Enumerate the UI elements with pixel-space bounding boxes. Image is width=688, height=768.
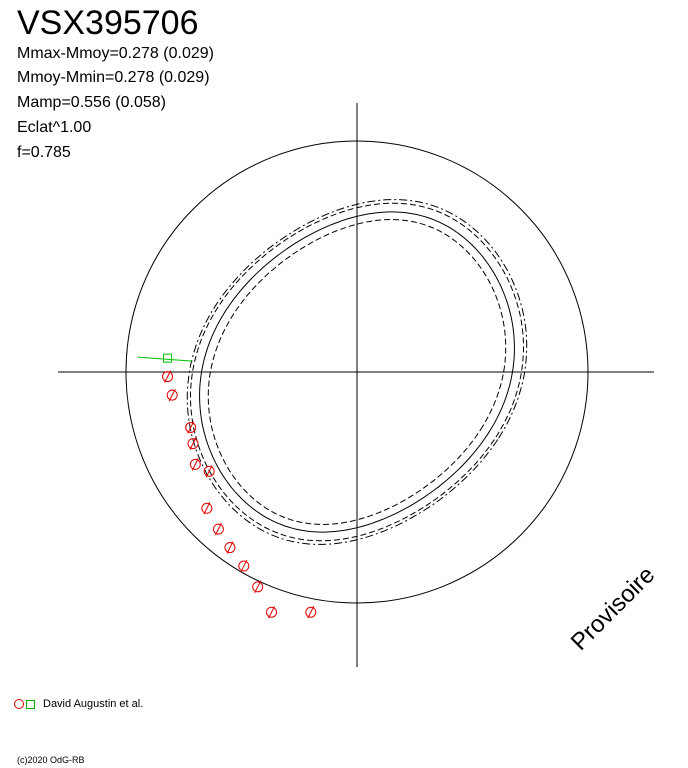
data-point (224, 541, 236, 554)
data-point (203, 465, 215, 478)
stat-frequency: f=0.785 (17, 144, 71, 161)
stat-mmoy-mmin: Mmoy-Mmin=0.278 (0.029) (17, 69, 210, 86)
legend: David Augustin et al. (14, 697, 143, 711)
legend-square-icon (26, 699, 35, 709)
data-point (166, 388, 178, 402)
copyright: (c)2020 OdG-RB (17, 755, 85, 765)
data-point (185, 421, 197, 434)
data-point (201, 502, 213, 515)
data-point (252, 580, 264, 594)
data-point (137, 353, 193, 363)
model-curve-1 (190, 202, 524, 542)
data-point (238, 559, 250, 573)
stat-mamp: Mamp=0.556 (0.058) (17, 94, 166, 111)
model-curves (186, 199, 528, 545)
data-point (305, 606, 317, 619)
model-curve-2 (207, 218, 507, 526)
page-title: VSX395706 (17, 4, 199, 42)
data-points (137, 353, 317, 619)
data-point (212, 522, 224, 536)
model-curve-0 (199, 211, 515, 533)
stat-eclat: Eclat^1.00 (17, 119, 92, 136)
data-point (162, 370, 174, 383)
data-point (266, 606, 278, 619)
stat-mmax-mmoy: Mmax-Mmoy=0.278 (0.029) (17, 45, 214, 62)
legend-label: David Augustin et al. (43, 698, 144, 710)
reference-circle (125, 140, 589, 604)
data-point (189, 458, 201, 471)
model-curve-3 (186, 199, 528, 545)
legend-circle-icon (14, 699, 24, 709)
data-point (187, 437, 199, 450)
